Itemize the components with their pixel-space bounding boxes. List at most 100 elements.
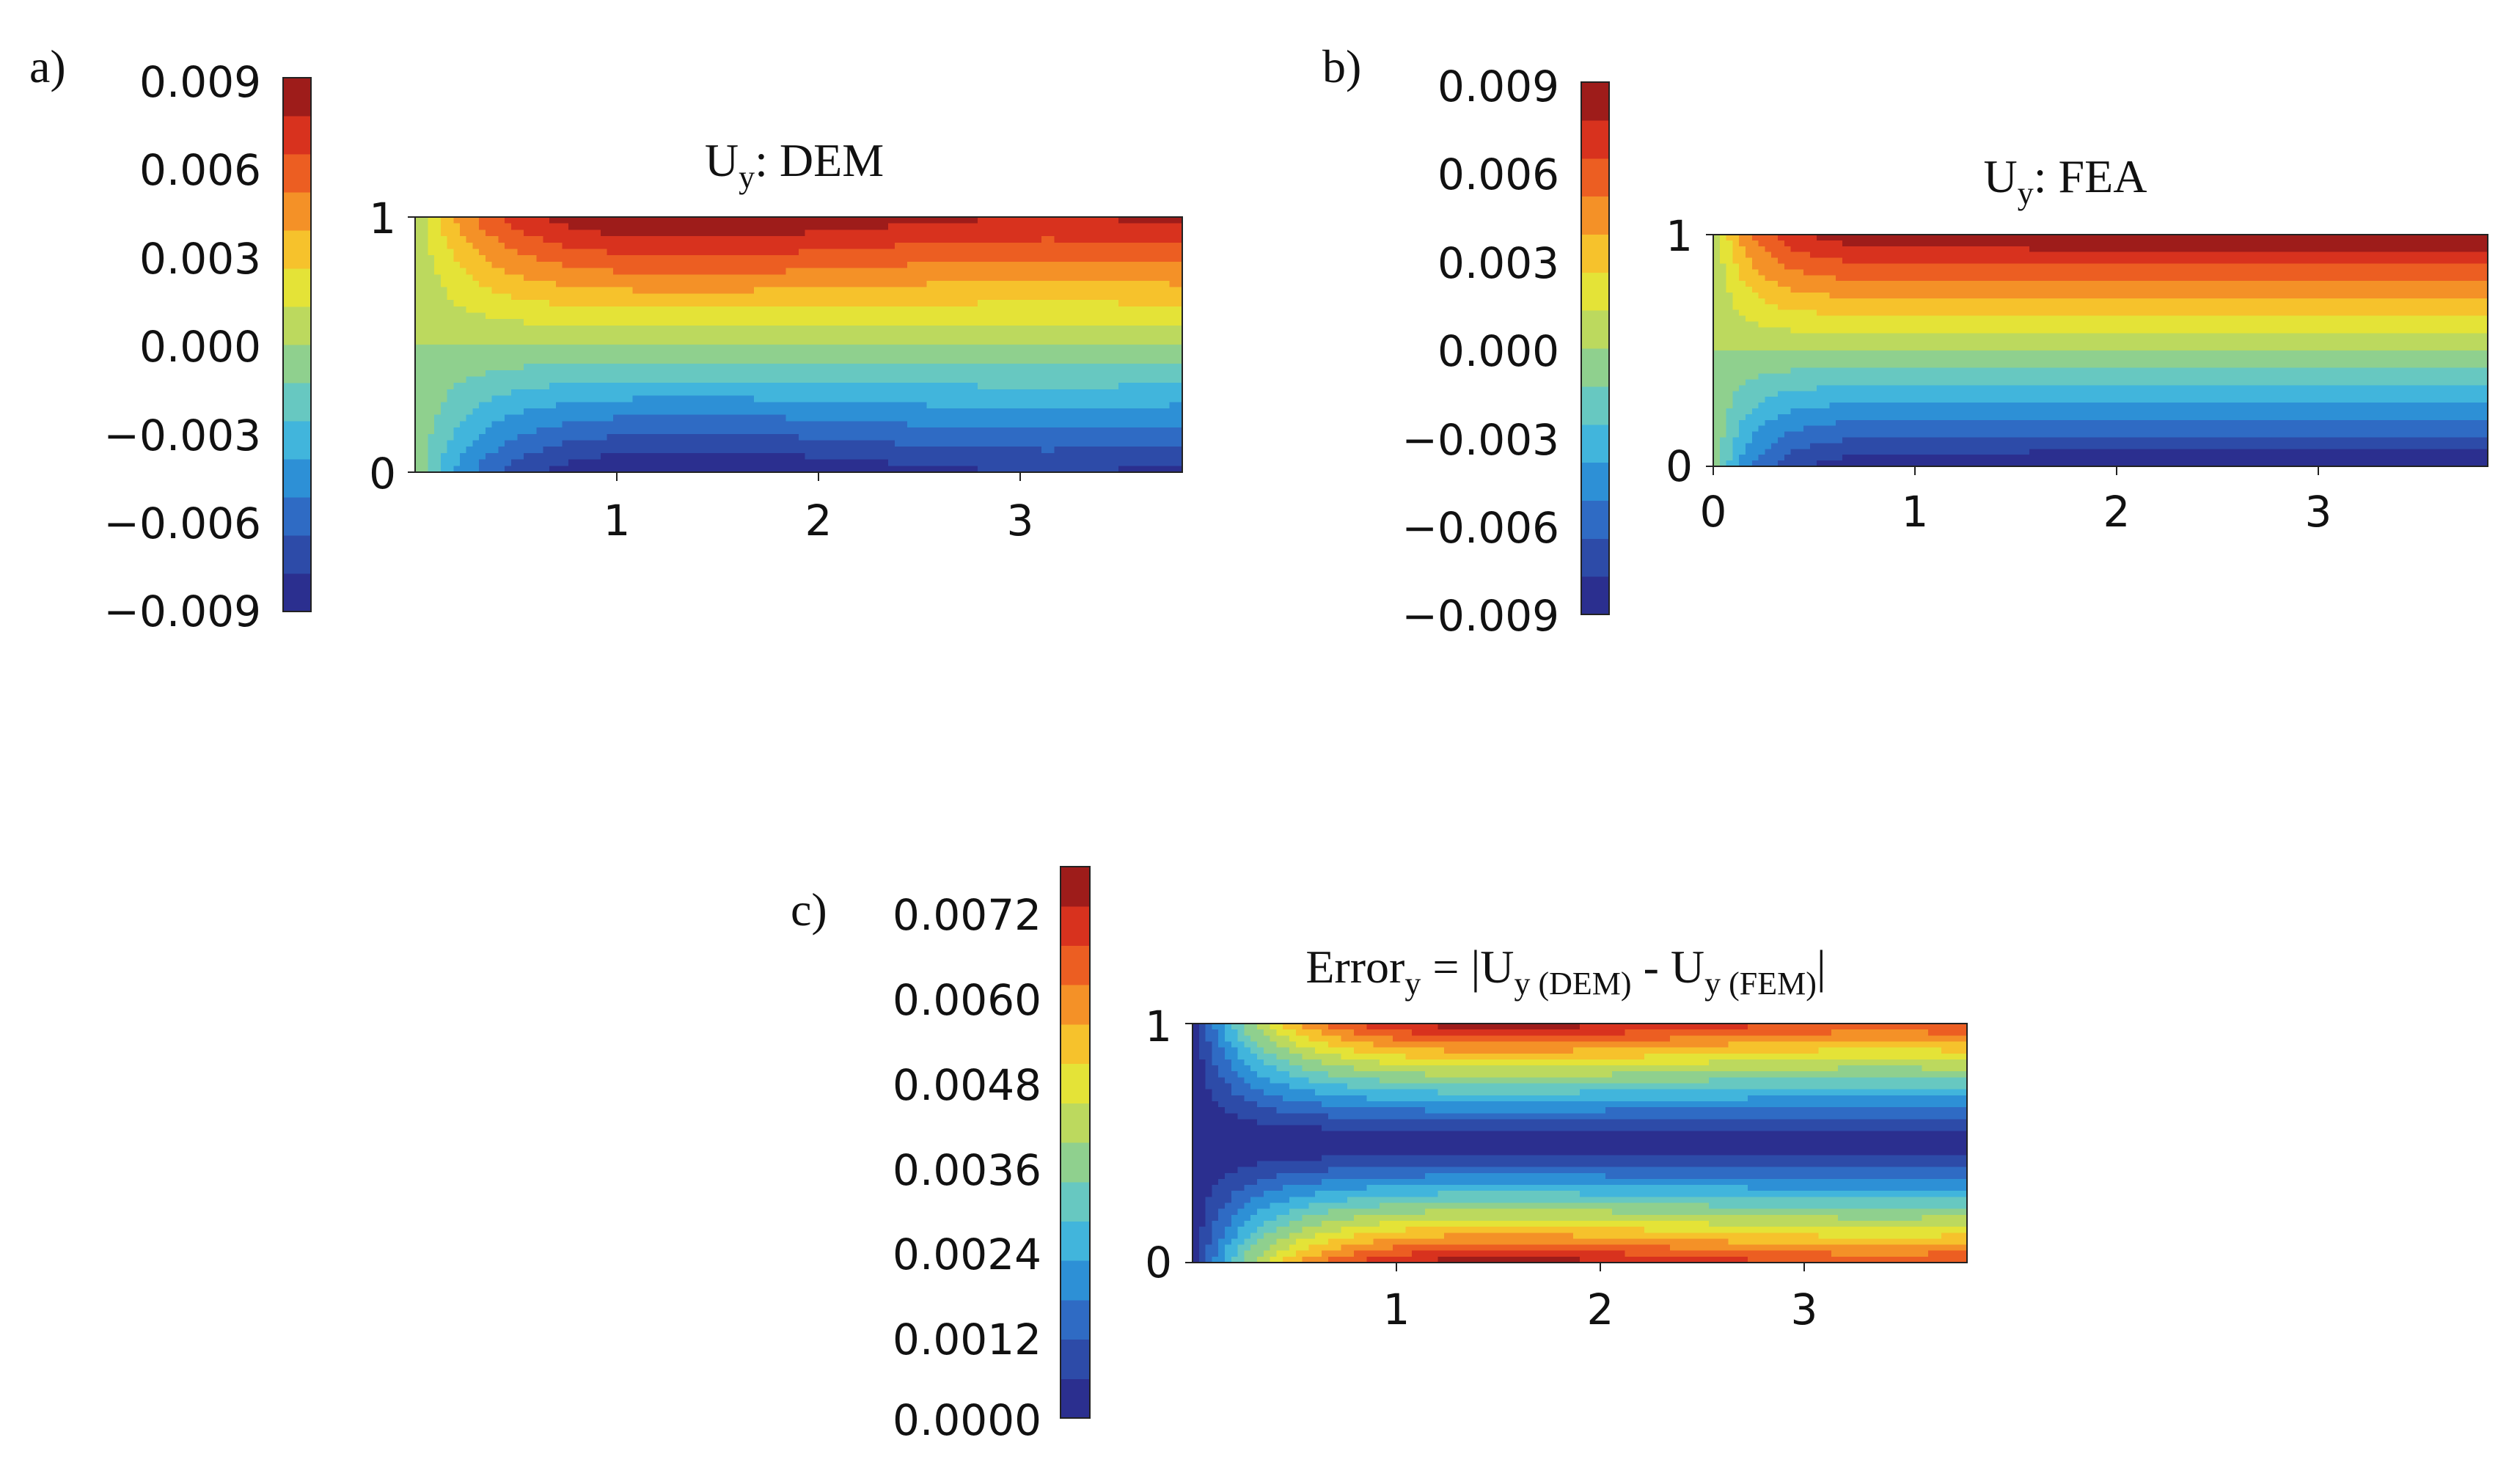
plot-a-cell	[875, 312, 882, 320]
plot-a-cell	[440, 370, 448, 378]
plot-a-cell	[952, 249, 959, 256]
plot-a-cell	[734, 383, 742, 390]
plot-a-cell	[1047, 376, 1055, 383]
plot-a-cell	[632, 255, 640, 262]
plot-a-cell	[658, 389, 665, 397]
plot-a-cell	[971, 383, 978, 390]
plot-a-cell	[805, 312, 813, 320]
plot-a-cell	[517, 268, 524, 275]
plot-a-cell	[1118, 268, 1126, 275]
plot-a-cell	[703, 325, 710, 333]
plot-a-cell	[677, 414, 684, 422]
plot-a-cell	[741, 427, 748, 435]
plot-a-cell	[1047, 383, 1055, 390]
plot-a-cell	[747, 402, 755, 409]
plot-a-cell	[434, 249, 442, 256]
plot-a-cell	[882, 440, 889, 447]
plot-a-cell	[715, 281, 722, 288]
plot-a-cell	[677, 217, 684, 224]
plot-a-cell	[1035, 274, 1042, 282]
plot-a-cell	[684, 217, 691, 224]
plot-a-cell	[536, 331, 543, 339]
plot-a-cell	[524, 338, 531, 345]
plot-a-cell	[722, 268, 729, 275]
plot-a-cell	[722, 249, 729, 256]
plot-a-cell	[894, 255, 902, 262]
plot-a-cell	[920, 287, 927, 294]
plot-a-cell	[1105, 255, 1113, 262]
plot-a-cell	[741, 287, 748, 294]
plot-a-cell	[689, 242, 697, 250]
plot-a-cell	[875, 383, 882, 390]
plot-a-cell	[453, 370, 461, 378]
plot-a-cell	[626, 345, 633, 352]
plot-a-cell	[837, 312, 844, 320]
plot-a-cell	[964, 331, 972, 339]
plot-a-cell	[811, 414, 818, 422]
plot-a-cell	[505, 331, 512, 339]
plot-a-cell	[428, 408, 435, 416]
plot-a-cell	[651, 395, 659, 403]
plot-a-cell	[792, 383, 799, 390]
plot-a-cell	[964, 261, 972, 269]
plot-a-cell	[971, 402, 978, 409]
plot-a-cell	[453, 408, 461, 416]
plot-a-cell	[785, 447, 793, 454]
plot-a-cell	[677, 312, 684, 320]
plot-a-cell	[1124, 331, 1132, 339]
plot-a-cell	[1022, 459, 1030, 466]
plot-a-cell	[670, 255, 678, 262]
plot-a-cell	[868, 433, 876, 441]
plot-a-cell	[549, 364, 557, 371]
plot-a-cell	[1086, 440, 1094, 447]
plot-a-cell	[472, 345, 480, 352]
plot-a-cell	[1118, 306, 1126, 314]
plot-a-cell	[555, 331, 563, 339]
plot-a-cell	[715, 421, 722, 428]
plot-a-cell	[1016, 345, 1023, 352]
plot-a-cell	[447, 319, 454, 326]
plot-a-cell	[830, 268, 838, 275]
plot-a-cell	[594, 249, 601, 256]
plot-a-cell	[1073, 433, 1081, 441]
plot-a-cell	[677, 427, 684, 435]
plot-a-cell	[824, 229, 832, 237]
plot-a-cell	[1041, 261, 1049, 269]
plot-a-cell	[664, 338, 672, 345]
plot-a-cell	[696, 223, 703, 230]
plot-a-cell	[505, 440, 512, 447]
plot-a-cell	[632, 312, 640, 320]
plot-a-cell	[428, 236, 435, 243]
plot-a-cell	[460, 370, 467, 378]
plot-a-cell	[830, 281, 838, 288]
plot-a-cell	[978, 345, 985, 352]
plot-a-cell	[1105, 319, 1113, 326]
plot-a-cell	[779, 312, 787, 320]
plot-a-cell	[696, 402, 703, 409]
plot-a-cell	[888, 249, 895, 256]
plot-a-cell	[939, 338, 947, 345]
plot-a-cell	[1016, 319, 1023, 326]
plot-a-cell	[741, 306, 748, 314]
plot-a-cell	[799, 268, 806, 275]
plot-a-cell	[1150, 331, 1157, 339]
plot-a-cell	[1143, 427, 1151, 435]
plot-a-cell	[1092, 287, 1100, 294]
plot-a-cell	[1176, 395, 1182, 403]
plot-a-cell	[428, 300, 435, 307]
plot-a-cell	[722, 325, 729, 333]
plot-a-cell	[811, 242, 818, 250]
plot-b-cell	[1732, 235, 1740, 241]
plot-a-cell	[1086, 287, 1094, 294]
plot-a-cell	[1176, 427, 1182, 435]
plot-a-cell	[1061, 293, 1068, 301]
plot-a-cell	[607, 459, 614, 466]
plot-a-cell	[1003, 402, 1011, 409]
plot-a-cell	[510, 402, 519, 409]
plot-a-cell	[562, 402, 569, 409]
colorbar-a-tick: −0.003	[103, 411, 261, 460]
plot-a-cell	[703, 338, 710, 345]
plot-a-cell	[773, 421, 780, 428]
plot-a-cell	[945, 433, 953, 441]
plot-a-cell	[670, 389, 678, 397]
